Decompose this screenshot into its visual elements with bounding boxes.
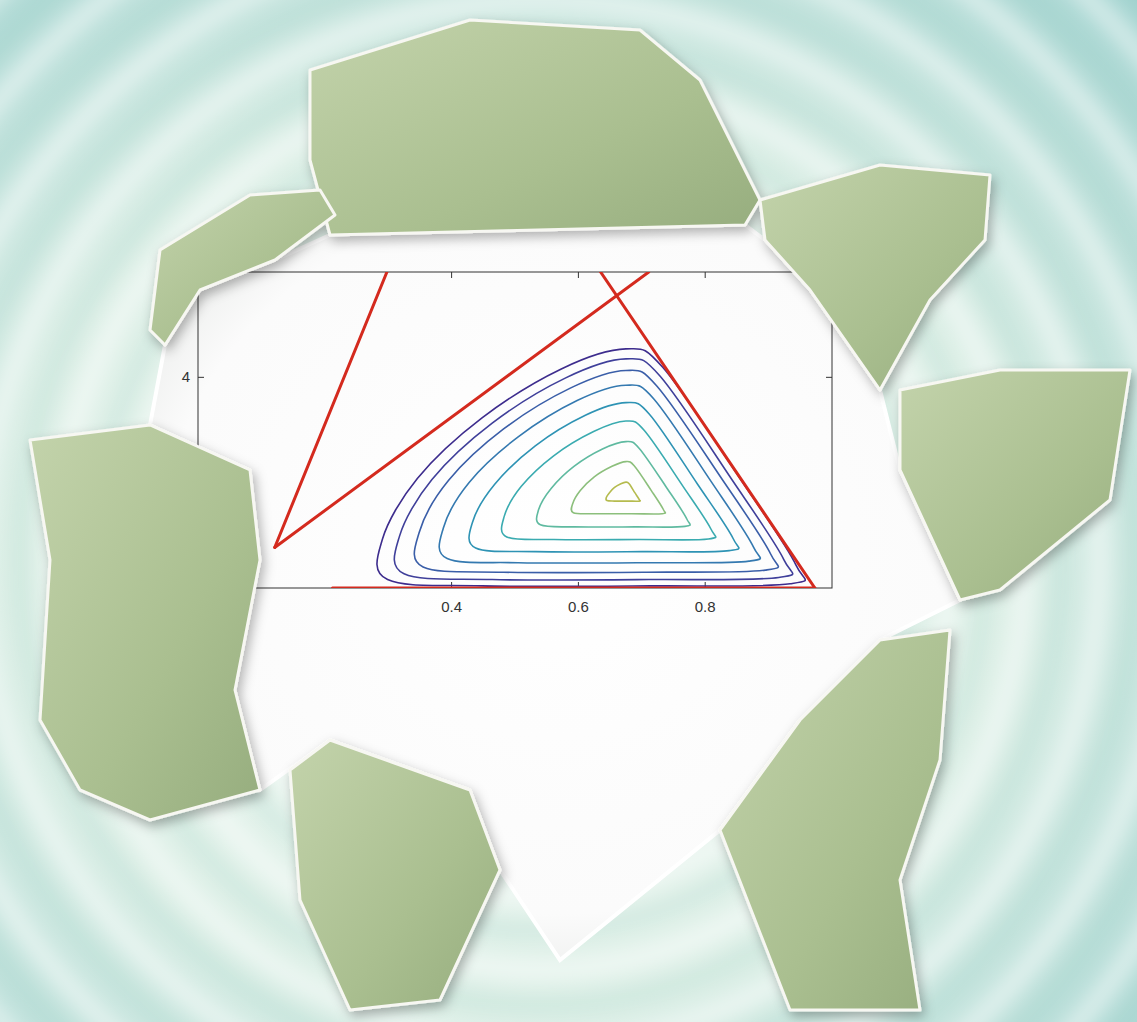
- contour-line: [571, 462, 665, 515]
- constraint-line: [275, 272, 387, 547]
- contour-line: [606, 482, 640, 501]
- y-tick: [198, 377, 204, 378]
- x-tick-label: 0.6: [568, 598, 589, 615]
- contour-line: [377, 349, 805, 587]
- paper-flap: [900, 370, 1130, 600]
- paper-flap: [290, 740, 500, 1010]
- ripples: [0, 0, 1137, 1022]
- contour-line: [414, 370, 778, 572]
- torn-flaps: [30, 20, 1130, 1010]
- y-tick-right: [826, 377, 832, 378]
- paper-flap: [150, 190, 335, 345]
- x-tick-top: [705, 272, 706, 278]
- plot: 0.4 0.6 0.8 4: [182, 272, 832, 615]
- constraint-line: [332, 587, 814, 589]
- y-tick-label: 4: [182, 368, 190, 385]
- paper-flap: [30, 425, 260, 820]
- x-tick-label: 0.4: [441, 598, 462, 615]
- paper-flap: [310, 20, 760, 235]
- plot-frame: [198, 272, 832, 588]
- marks: [275, 272, 815, 588]
- contour-line: [439, 385, 760, 563]
- x-tick-top: [578, 272, 579, 278]
- x-tick-top: [451, 272, 452, 278]
- cover: 0.4 0.6 0.8 4: [0, 0, 1137, 1022]
- constraint-line: [275, 272, 649, 547]
- x-tick-label: 0.8: [695, 598, 716, 615]
- contour-line: [537, 442, 691, 528]
- contour-line: [469, 402, 739, 552]
- contour-line: [501, 421, 715, 540]
- constraint-line: [601, 272, 815, 588]
- paper-flap: [720, 630, 950, 1010]
- paper-flap: [760, 165, 990, 390]
